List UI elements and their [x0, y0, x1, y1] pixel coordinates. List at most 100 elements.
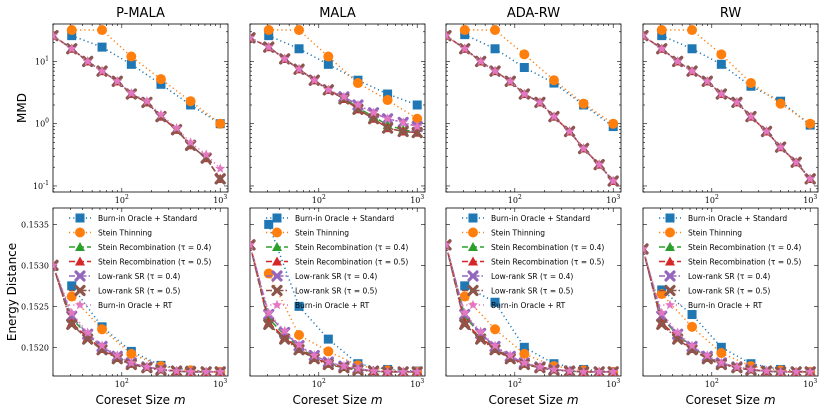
- panel-mmd-1: P-MALA MMD: [15, 6, 229, 193]
- legend-label: Burn-in Oracle + RT: [491, 301, 566, 310]
- legend-marker: [665, 227, 675, 238]
- data-point: [505, 350, 516, 360]
- series-line: [53, 265, 221, 373]
- legend-marker: [665, 256, 675, 266]
- data-point: [656, 289, 667, 300]
- y-tick-label: 100: [35, 118, 49, 129]
- panel-mmd-3: ADA-RW: [445, 6, 622, 193]
- data-point: [459, 25, 470, 36]
- data-point: [761, 126, 772, 136]
- legend: Burn-in Oracle + Standard Stein Thinning S…: [266, 213, 408, 310]
- y-tick-label: 0.1535: [21, 220, 49, 229]
- data-point: [214, 173, 226, 185]
- x-tick-label: 103: [213, 378, 227, 389]
- series-line: [446, 35, 614, 182]
- legend-marker: [664, 284, 676, 297]
- series-line: [53, 35, 221, 170]
- data-point: [200, 152, 212, 164]
- data-point: [657, 31, 667, 41]
- data-point: [171, 122, 182, 133]
- series-line: [446, 35, 614, 182]
- data-point: [264, 31, 274, 41]
- data-point: [53, 30, 58, 40]
- data-point: [687, 340, 697, 350]
- data-point: [643, 30, 648, 40]
- legend-marker: [468, 213, 478, 223]
- series-group: [250, 219, 423, 376]
- data-point: [643, 243, 648, 254]
- data-point: [279, 325, 290, 336]
- data-point: [156, 79, 166, 89]
- legend-label: Low-rank SR (τ = 0.5): [688, 287, 770, 296]
- data-point: [608, 366, 619, 376]
- data-point: [264, 219, 274, 229]
- data-point: [534, 361, 545, 372]
- data-point: [97, 324, 108, 335]
- data-point: [250, 239, 255, 250]
- y-axis-label: Energy Distance: [5, 243, 19, 341]
- data-point: [352, 78, 363, 89]
- data-point: [519, 49, 530, 60]
- data-point: [309, 350, 320, 360]
- data-point: [775, 141, 786, 152]
- data-point: [279, 53, 290, 64]
- data-point: [250, 32, 255, 43]
- data-point: [97, 25, 108, 36]
- data-point: [338, 91, 349, 102]
- legend-label: Burn-in Oracle + RT: [688, 301, 763, 310]
- legend-label: Low-rank SR (τ = 0.4): [295, 272, 377, 281]
- legend-label: Stein Thinning: [98, 229, 152, 238]
- legend-label: Stein Recombination (τ = 0.5): [688, 258, 801, 267]
- legend-label: Stein Recombination (τ = 0.4): [688, 243, 801, 252]
- data-point: [459, 43, 470, 53]
- data-point: [263, 318, 275, 330]
- x-tick-label: 102: [115, 194, 129, 205]
- legend-label: Burn-in Oracle + Standard: [295, 214, 394, 223]
- data-point: [459, 318, 471, 330]
- x-tick-label: 102: [115, 378, 129, 389]
- legend-marker: [468, 227, 478, 238]
- series-line: [71, 29, 221, 125]
- x-tick-label: 102: [705, 194, 719, 205]
- legend-label: Burn-in Oracle + RT: [98, 301, 173, 310]
- legend-marker: [468, 256, 478, 266]
- data-point: [490, 25, 501, 36]
- x-tick-label: 103: [410, 378, 424, 389]
- data-point: [201, 149, 212, 159]
- legend-label: Stein Recombination (τ = 0.4): [98, 243, 211, 252]
- data-point: [294, 301, 304, 311]
- legend-marker: [74, 270, 86, 282]
- data-point: [126, 59, 136, 69]
- data-point: [353, 363, 363, 373]
- y-axis-label: MMD: [15, 93, 29, 123]
- data-point: [745, 78, 756, 89]
- series-line: [661, 29, 811, 125]
- data-point: [505, 76, 516, 86]
- data-point: [97, 340, 107, 350]
- series-line: [643, 248, 811, 373]
- legend-marker: [272, 299, 282, 310]
- data-point: [564, 365, 575, 376]
- data-point: [398, 366, 409, 376]
- x-tick-label: 103: [606, 378, 620, 389]
- data-point: [490, 324, 501, 335]
- legend-marker: [75, 213, 85, 223]
- legend-marker: [467, 284, 479, 297]
- data-point: [412, 113, 423, 124]
- data-point: [323, 334, 333, 344]
- data-point: [126, 87, 137, 98]
- data-point: [534, 97, 545, 107]
- data-point: [294, 339, 304, 350]
- panel-title: P-MALA: [116, 6, 165, 21]
- data-point: [459, 307, 470, 318]
- series-line: [661, 34, 811, 126]
- data-point: [97, 65, 107, 76]
- legend-marker: [664, 270, 676, 282]
- data-point: [716, 49, 727, 60]
- data-point: [185, 96, 196, 107]
- data-point: [215, 366, 226, 376]
- data-point: [82, 327, 93, 337]
- data-point: [791, 366, 802, 376]
- data-point: [519, 342, 529, 352]
